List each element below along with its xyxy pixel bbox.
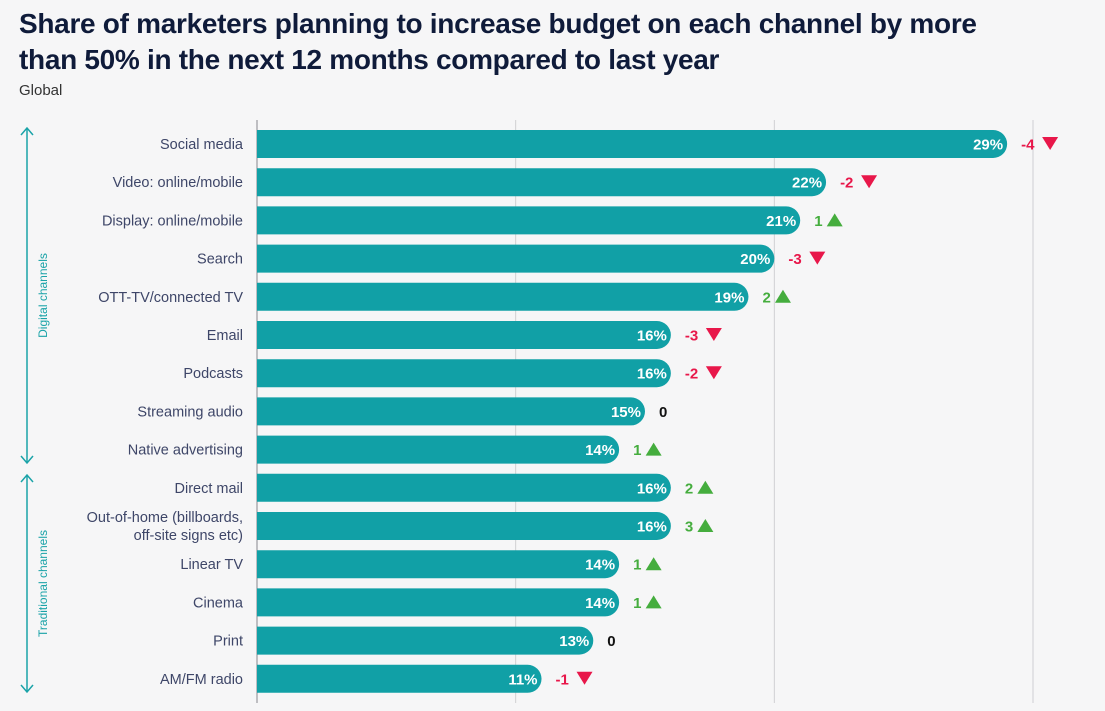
bar [257, 473, 671, 502]
bar [257, 512, 671, 540]
group-label: Traditional channels [36, 530, 50, 637]
category-label: Email [207, 328, 243, 344]
category-label: Display: online/mobile [102, 213, 243, 229]
category-label: Video: online/mobile [113, 175, 243, 191]
bar [257, 550, 620, 579]
bar [257, 359, 671, 388]
category-label: AM/FM radio [160, 672, 243, 688]
category-label: Podcasts [183, 366, 243, 382]
value-label: 14% [585, 557, 615, 574]
value-label: 20% [740, 251, 770, 268]
chart-title: Share of marketers planning to increase … [19, 8, 977, 75]
down-triangle-icon [705, 328, 722, 341]
down-triangle-icon [1042, 137, 1059, 150]
change-label: 1 [633, 442, 641, 459]
value-label: 11% [508, 671, 537, 688]
change-label: -2 [685, 366, 698, 383]
chart-subtitle: Global [19, 82, 63, 99]
change-label: 0 [659, 404, 667, 421]
value-label: 19% [714, 289, 744, 306]
change-label: 2 [762, 289, 770, 306]
change-label: 1 [814, 213, 822, 230]
value-label: 14% [585, 595, 615, 612]
change-label: -2 [840, 175, 853, 192]
down-triangle-icon [861, 175, 878, 189]
bar [257, 244, 775, 273]
up-triangle-icon [645, 557, 662, 571]
category-label: OTT-TV/connected TV [98, 290, 243, 306]
arrow-up-icon [20, 473, 34, 483]
category-label: Direct mail [175, 481, 243, 497]
value-label: 16% [637, 480, 667, 497]
value-label: 22% [792, 175, 822, 192]
down-triangle-icon [809, 251, 826, 265]
bar [257, 664, 542, 693]
arrow-down-icon [20, 455, 34, 465]
category-label: Social media [160, 137, 244, 153]
change-label: -3 [685, 328, 698, 345]
change-label: 1 [633, 595, 641, 612]
arrow-down-icon [20, 684, 34, 694]
value-label: 16% [637, 328, 667, 345]
value-label: 21% [766, 213, 796, 230]
up-triangle-icon [826, 213, 843, 227]
category-label: Streaming audio [137, 404, 243, 420]
category-label: Native advertising [128, 443, 243, 459]
value-label: 29% [973, 137, 1003, 154]
category-label: Print [213, 634, 243, 650]
up-triangle-icon [774, 289, 791, 303]
value-label: 15% [611, 404, 641, 421]
value-label: 13% [559, 633, 589, 650]
bar [257, 206, 801, 235]
value-label: 16% [637, 366, 667, 383]
category-label: Cinema [193, 595, 244, 611]
group-label: Digital channels [36, 253, 50, 338]
change-label: -3 [788, 251, 801, 268]
up-triangle-icon [645, 442, 662, 456]
down-triangle-icon [576, 671, 593, 685]
bar [257, 626, 594, 655]
value-label: 14% [585, 442, 615, 459]
change-label: 0 [607, 633, 615, 650]
change-label: -4 [1021, 137, 1035, 154]
up-triangle-icon [697, 519, 714, 532]
up-triangle-icon [697, 480, 714, 494]
bar [257, 435, 620, 464]
bar [257, 130, 1008, 159]
arrow-up-icon [20, 126, 34, 136]
category-label: Search [197, 252, 243, 268]
change-label: -1 [556, 671, 569, 688]
change-label: 2 [685, 480, 693, 497]
value-label: 16% [637, 519, 667, 536]
up-triangle-icon [645, 595, 662, 609]
bar [257, 588, 620, 617]
bar [257, 397, 645, 426]
down-triangle-icon [705, 366, 722, 380]
category-label: Out-of-home (billboards, [87, 510, 243, 526]
change-label: 1 [633, 557, 641, 574]
category-label: off-site signs etc) [134, 528, 243, 544]
bar [257, 282, 749, 311]
bar [257, 321, 671, 349]
category-label: Linear TV [180, 557, 243, 573]
bar [257, 168, 827, 197]
change-label: 3 [685, 519, 693, 536]
